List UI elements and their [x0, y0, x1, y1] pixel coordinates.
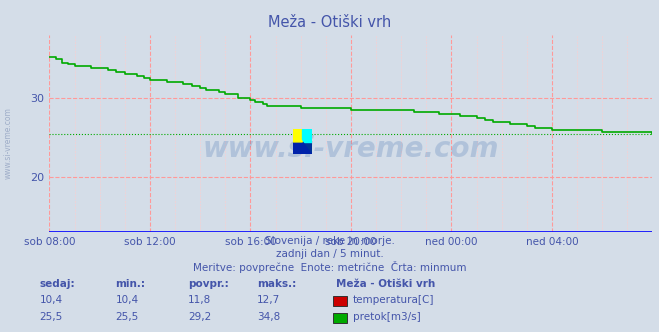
Text: 25,5: 25,5: [40, 312, 63, 322]
Text: 10,4: 10,4: [40, 295, 63, 305]
Text: Meža - Otiški vrh: Meža - Otiški vrh: [336, 279, 436, 289]
Text: 34,8: 34,8: [257, 312, 280, 322]
Text: 10,4: 10,4: [115, 295, 138, 305]
Text: zadnji dan / 5 minut.: zadnji dan / 5 minut.: [275, 249, 384, 259]
Text: povpr.:: povpr.:: [188, 279, 229, 289]
Text: Meritve: povprečne  Enote: metrične  Črta: minmum: Meritve: povprečne Enote: metrične Črta:…: [192, 261, 467, 273]
Text: 12,7: 12,7: [257, 295, 280, 305]
Polygon shape: [302, 129, 312, 142]
Text: www.si-vreme.com: www.si-vreme.com: [203, 135, 499, 163]
Text: www.si-vreme.com: www.si-vreme.com: [3, 107, 13, 179]
Text: 29,2: 29,2: [188, 312, 211, 322]
Polygon shape: [293, 142, 312, 154]
Text: temperatura[C]: temperatura[C]: [353, 295, 434, 305]
Bar: [293, 129, 302, 142]
Polygon shape: [293, 129, 302, 142]
Polygon shape: [293, 142, 312, 154]
Text: maks.:: maks.:: [257, 279, 297, 289]
Text: Meža - Otiški vrh: Meža - Otiški vrh: [268, 15, 391, 30]
Text: pretok[m3/s]: pretok[m3/s]: [353, 312, 420, 322]
Text: sedaj:: sedaj:: [40, 279, 75, 289]
Text: 25,5: 25,5: [115, 312, 138, 322]
Text: 11,8: 11,8: [188, 295, 211, 305]
Text: Slovenija / reke in morje.: Slovenija / reke in morje.: [264, 236, 395, 246]
Bar: [302, 129, 312, 142]
Text: min.:: min.:: [115, 279, 146, 289]
